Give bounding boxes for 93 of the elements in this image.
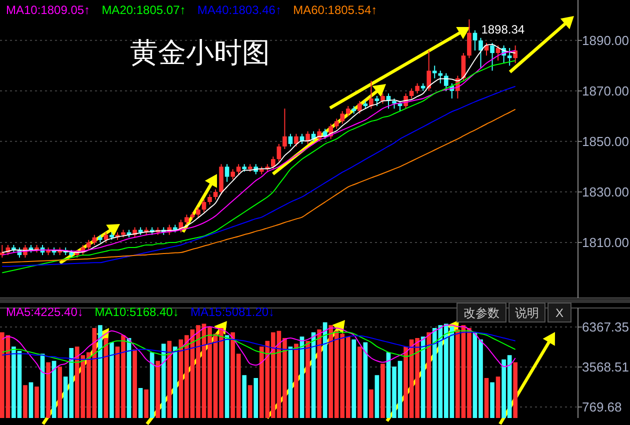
text: MA10:1809.05↑ [6,3,90,17]
candlestick [478,37,483,69]
candlestick [208,194,212,206]
bar [248,385,252,418]
candlestick [294,133,298,147]
text: MA15:5081.20↓ [190,305,275,319]
candlestick [92,234,97,246]
text: MA20:1805.07↑ [102,3,186,17]
candlestick [184,214,189,226]
bar [369,389,374,418]
candlestick [340,110,345,124]
candlestick [392,98,396,110]
bar [306,340,310,418]
candlestick [380,92,385,104]
candlestick [213,188,218,200]
candlestick [346,106,350,117]
bar [288,346,293,418]
bar [357,346,362,418]
candlestick [224,164,230,182]
bar [98,325,102,418]
text: 黄金小时图 [130,37,270,68]
bar [374,375,380,418]
bar [161,344,166,418]
bar [363,342,368,418]
button: X [548,302,572,322]
candlestick [369,80,374,110]
candlestick [282,108,287,150]
text: MA40:1803.46↑ [197,3,282,17]
bar [224,335,230,418]
bar [52,360,56,418]
candlestick [202,199,206,213]
button: 说明 [508,302,546,322]
candlestick [467,18,472,59]
y-tick-label: 1890.00 [582,32,629,48]
candlestick [271,156,276,170]
bar [490,382,494,418]
y-tick-label: 1830.00 [582,184,629,200]
candlestick [438,70,443,84]
candlestick [444,72,448,92]
bar [380,364,385,418]
y-tick-label: 769.68 [582,400,622,415]
button: 改参数 [456,302,506,322]
candlestick [196,206,200,218]
bar [110,342,114,418]
candlestick [230,168,235,180]
bar [426,332,432,418]
candlestick [490,42,494,72]
y-tick-label: 3568.51 [582,360,629,375]
annotation: 1898.34 [481,22,525,36]
bar [34,386,39,418]
bar [28,382,34,418]
bar [167,340,172,418]
candlestick [426,50,432,92]
candlestick [472,30,478,52]
candlestick [415,82,420,94]
bar [150,352,154,418]
bar [294,344,298,418]
annotation: 说明 [515,306,539,320]
bar [23,385,28,418]
y-tick-label: 1810.00 [582,234,629,250]
bar [254,378,258,418]
bar [513,362,518,418]
candlestick [334,118,339,130]
annotation: 改参数 [464,306,500,320]
bar [484,378,489,418]
bar [58,366,62,418]
candlestick [86,239,91,251]
bar [242,375,246,418]
bar [496,376,500,418]
candlestick [374,95,380,107]
candlestick [236,164,241,175]
candlestick [507,47,512,66]
candlestick [409,88,414,99]
bar [104,338,108,418]
candlestick [432,65,437,79]
bar [317,329,322,418]
bar [172,346,178,418]
bar [46,362,50,418]
y-tick-label: 1870.00 [582,83,629,98]
y-tick-label: 6367.35 [582,320,629,335]
bar [138,388,143,418]
text: MA60:1805.54↑ [293,3,378,17]
bar [156,360,160,418]
bar [144,389,148,418]
y-tick-label: 1850.00 [582,134,629,149]
line-series [2,324,516,374]
candlestick [357,100,362,114]
text: MA10:5168.40↓ [94,305,179,319]
candlestick [288,133,293,147]
bar [132,349,137,418]
bar [352,339,356,418]
series-label: MA5:4225.40↓ [6,305,84,319]
candlestick [276,143,282,162]
